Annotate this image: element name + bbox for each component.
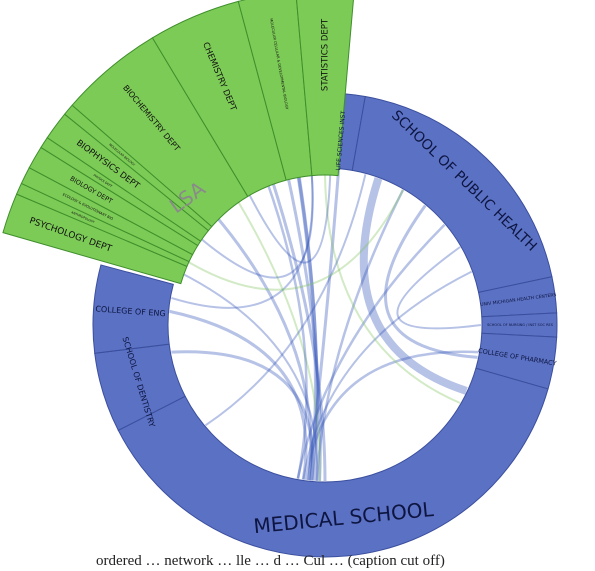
ring-segments xyxy=(3,0,557,557)
label-statistics: STATISTICS DEPT xyxy=(321,18,331,91)
label-small-unit: SCHOOL OF NURSING / INST SOC RES xyxy=(487,323,554,327)
chord-link xyxy=(206,174,366,425)
chord-link xyxy=(215,215,311,480)
segment-public-health xyxy=(352,97,552,293)
caption-fragment: ordered … network … lle … d … Cul … (cap… xyxy=(96,553,595,570)
